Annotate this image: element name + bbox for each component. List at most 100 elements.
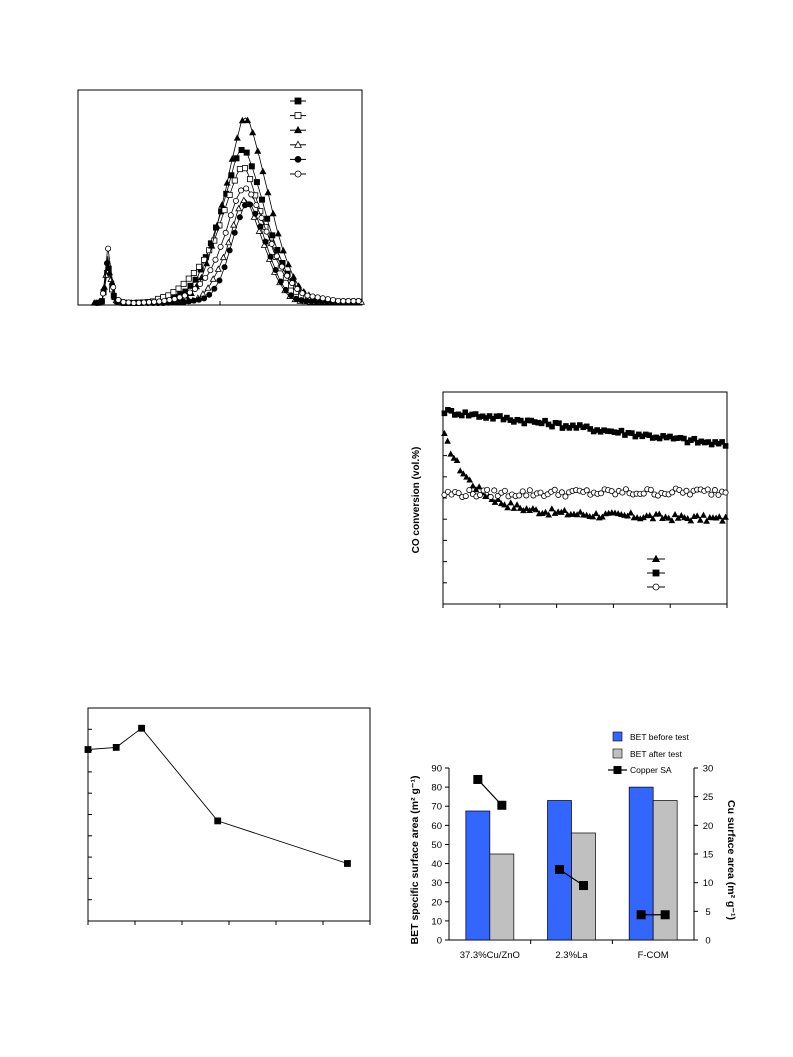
copper-sa-point [579, 881, 588, 891]
tpr-point [170, 289, 177, 296]
ratio-point [214, 817, 222, 825]
stability-point [542, 417, 548, 424]
stability-legend [647, 554, 665, 591]
tpr-point [238, 187, 245, 194]
tpr-point [213, 222, 221, 229]
stability-point [687, 517, 695, 524]
stability-point [686, 491, 693, 498]
tpr-point [267, 253, 274, 260]
tpr-point [146, 299, 153, 306]
bet-category-label: F-COM [638, 950, 669, 961]
tpr-point [277, 278, 284, 285]
stability-point [691, 435, 698, 442]
stability-point [469, 482, 477, 489]
tpr-point [345, 298, 352, 305]
stability-point [444, 437, 451, 444]
ratio-chart: CO conversion (%) [58, 700, 375, 935]
tpr-point [290, 273, 298, 280]
bet-legend-line-marker [613, 766, 622, 774]
stability-point [453, 456, 461, 464]
tpr-point [221, 264, 228, 271]
stability-point [463, 473, 470, 480]
tpr-point [99, 290, 106, 297]
tpr-point [206, 291, 213, 298]
stability-point [722, 489, 729, 496]
stability-point [487, 493, 494, 500]
tpr-point [228, 155, 236, 162]
stability-point [618, 427, 625, 434]
tpr-point [192, 276, 199, 283]
stability-point [700, 511, 707, 518]
tpr-point [350, 298, 357, 305]
stability-point [458, 412, 465, 419]
tpr-point [130, 299, 137, 306]
bet-category-label: 2.3%La [555, 950, 588, 961]
tpr-point [190, 297, 197, 304]
tpr-point [253, 202, 260, 209]
tpr-point [287, 292, 294, 299]
stability-point [612, 491, 619, 498]
tpr-point [156, 298, 163, 305]
tpr-point [248, 163, 255, 170]
stability-point [592, 510, 600, 517]
stability-point [532, 506, 540, 513]
stability-point [622, 486, 629, 493]
stability-point [504, 504, 511, 511]
tpr-point [214, 265, 222, 272]
stability-point [558, 489, 565, 496]
tpr-point [211, 237, 218, 244]
ratio-point [138, 724, 145, 732]
stability-point [523, 492, 530, 499]
copper-sa-segment [555, 864, 588, 891]
tpr-point [207, 267, 214, 274]
tpr-point [330, 296, 337, 303]
tpr-point [226, 247, 233, 254]
stability-point [516, 492, 523, 499]
stability-point [640, 490, 647, 497]
stability-point [466, 487, 473, 494]
tpr-point [269, 232, 276, 239]
bet-chart-svg: BET before test BET after test Copper SA 0 1… [409, 731, 737, 961]
tpr-point [211, 285, 218, 292]
stability-point [573, 425, 580, 431]
stability-point [649, 515, 657, 522]
stability-series-3 [441, 485, 729, 500]
tpr-point [235, 204, 243, 212]
stability-point [472, 411, 479, 417]
stability-point [501, 501, 508, 508]
stability-point [484, 486, 491, 493]
tpr-point [274, 229, 282, 237]
bet-y-tick-label: 70 [431, 802, 442, 813]
tpr-point [223, 179, 231, 186]
stability-point [704, 486, 711, 493]
stability-point [684, 514, 691, 522]
stability-y-axis-label: CO conversion (vol.%) [411, 447, 422, 554]
bet-y-tick-label: 80 [431, 783, 442, 794]
stability-point [513, 501, 521, 508]
stability-point [441, 410, 448, 417]
ratio-point [84, 746, 92, 753]
tpr-point [258, 214, 265, 221]
stability-point [589, 513, 597, 520]
stability-point [517, 417, 524, 424]
copper-sa-point [555, 864, 564, 874]
tpr-point [274, 246, 281, 253]
bet-y-tick-label: 10 [431, 916, 442, 927]
ratio-series [84, 724, 351, 867]
copper-sa-point [473, 774, 483, 784]
stability-point [598, 490, 605, 497]
tpr-point [268, 240, 275, 247]
stability-point [703, 517, 710, 524]
tpr-point [263, 228, 270, 235]
tpr-point [187, 282, 194, 289]
tpr-point [243, 149, 250, 156]
stability-point [576, 508, 584, 515]
tpr-point [176, 294, 183, 301]
tpr-point [298, 297, 305, 304]
tpr-legend-marker [294, 156, 302, 163]
tpr-point [236, 214, 243, 221]
stability-point [497, 413, 503, 419]
stability-point [477, 491, 484, 498]
tpr-point [185, 298, 192, 305]
bet-y2-tick-label: 10 [703, 878, 714, 889]
